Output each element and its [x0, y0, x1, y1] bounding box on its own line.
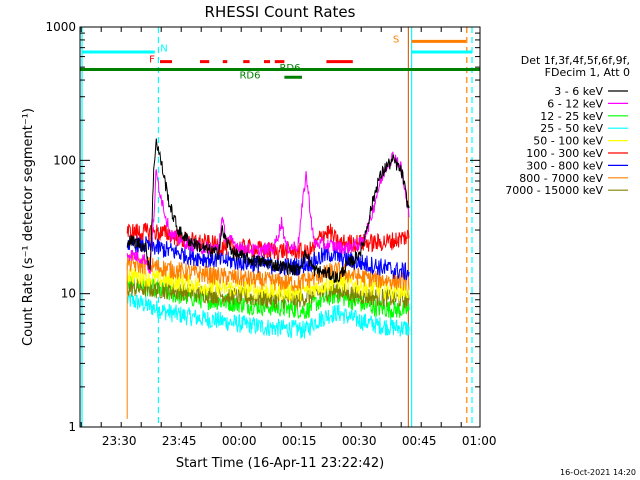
legend-label-1: 6 - 12 keV — [547, 97, 603, 110]
x-tick-label-4: 00:30 — [342, 434, 377, 448]
x-tick-label-3: 00:15 — [282, 434, 317, 448]
y-tick-label-3: 1000 — [45, 20, 76, 34]
x-tick-label-0: 23:30 — [102, 434, 137, 448]
x-tick-label-5: 00:45 — [402, 434, 437, 448]
flag-label-1: F — [149, 55, 155, 66]
x-axis-ticks: 23:30 23:45 00:00 00:15 00:30 00:45 01:00 — [80, 27, 497, 448]
y-tick-label-1: 10 — [61, 287, 76, 301]
vertical-markers — [81, 27, 473, 427]
flag-label-2: S — [393, 34, 399, 45]
series-line-8 — [126, 279, 410, 309]
legend-label-4: 50 - 100 keV — [533, 135, 603, 148]
series-layer — [126, 138, 410, 419]
flag-bars: NF S RD6 RD6 — [80, 34, 480, 82]
legend-label-0: 3 - 6 keV — [554, 85, 603, 98]
y-axis-ticks: 1 10 100 1000 — [45, 20, 480, 434]
legend-header-0: Det 1f,3f,4f,5f,6f,9f, — [521, 54, 630, 67]
y-axis-label: Count Rate (s⁻¹ detector segment⁻¹) — [21, 108, 36, 346]
legend-label-7: 800 - 7000 keV — [519, 172, 603, 185]
plot-frame — [79, 26, 481, 428]
legend-label-5: 100 - 300 keV — [526, 147, 603, 160]
y-tick-label-2: 100 — [53, 153, 76, 167]
y-tick-label-0: 1 — [68, 420, 76, 434]
legend-label-3: 25 - 50 keV — [540, 122, 603, 135]
chart-title: RHESSI Count Rates — [205, 3, 356, 21]
footer-timestamp: 16-Oct-2021 14:20 — [560, 468, 636, 477]
series-line-3 — [126, 290, 410, 339]
legend: Det 1f,3f,4f,5f,6f,9f,FDecim 1, Att 0 3 -… — [505, 54, 630, 197]
flag-label-0: N — [160, 44, 167, 55]
x-tick-label-1: 23:45 — [162, 434, 197, 448]
flag-label-3: RD6 — [279, 63, 300, 74]
x-axis-label: Start Time (16-Apr-11 23:22:42) — [176, 456, 384, 471]
series-line-7 — [126, 253, 410, 293]
series-line-4 — [126, 267, 410, 302]
series-line-0 — [126, 138, 410, 284]
legend-label-6: 300 - 800 keV — [526, 159, 603, 172]
x-tick-label-6: 01:00 — [462, 434, 497, 448]
flag-label-4: RD6 — [239, 71, 260, 82]
legend-header-1: FDecim 1, Att 0 — [545, 66, 630, 79]
series-line-6 — [126, 234, 410, 281]
series-line-1 — [126, 151, 410, 275]
legend-label-8: 7000 - 15000 keV — [505, 184, 603, 197]
legend-label-2: 12 - 25 keV — [540, 110, 603, 123]
x-tick-label-2: 00:00 — [222, 434, 257, 448]
